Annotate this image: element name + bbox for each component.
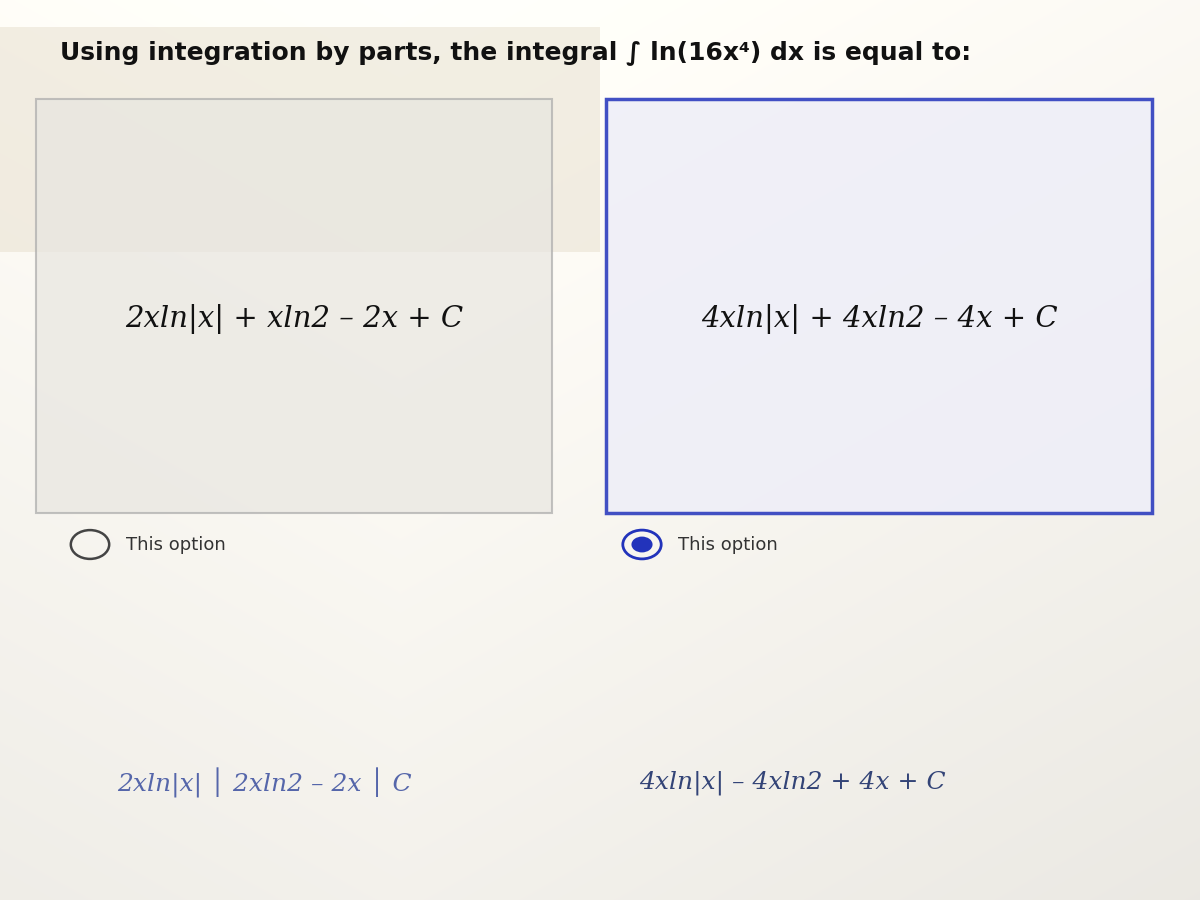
- FancyBboxPatch shape: [0, 27, 600, 252]
- Text: 2xln|x| │ 2xln2 – 2x │ C: 2xln|x| │ 2xln2 – 2x │ C: [116, 768, 412, 798]
- FancyBboxPatch shape: [36, 99, 552, 513]
- Text: 2xln|x| + xln2 – 2x + C: 2xln|x| + xln2 – 2x + C: [125, 304, 463, 335]
- Text: This option: This option: [678, 536, 778, 554]
- Text: 4xln|x| – 4xln2 + 4x + C: 4xln|x| – 4xln2 + 4x + C: [638, 770, 946, 796]
- Text: This option: This option: [126, 536, 226, 554]
- Text: Using integration by parts, the integral ∫ ln(16x⁴) dx is equal to:: Using integration by parts, the integral…: [60, 40, 971, 66]
- FancyBboxPatch shape: [606, 99, 1152, 513]
- Text: 4xln|x| + 4xln2 – 4x + C: 4xln|x| + 4xln2 – 4x + C: [701, 304, 1058, 335]
- Circle shape: [631, 536, 653, 553]
